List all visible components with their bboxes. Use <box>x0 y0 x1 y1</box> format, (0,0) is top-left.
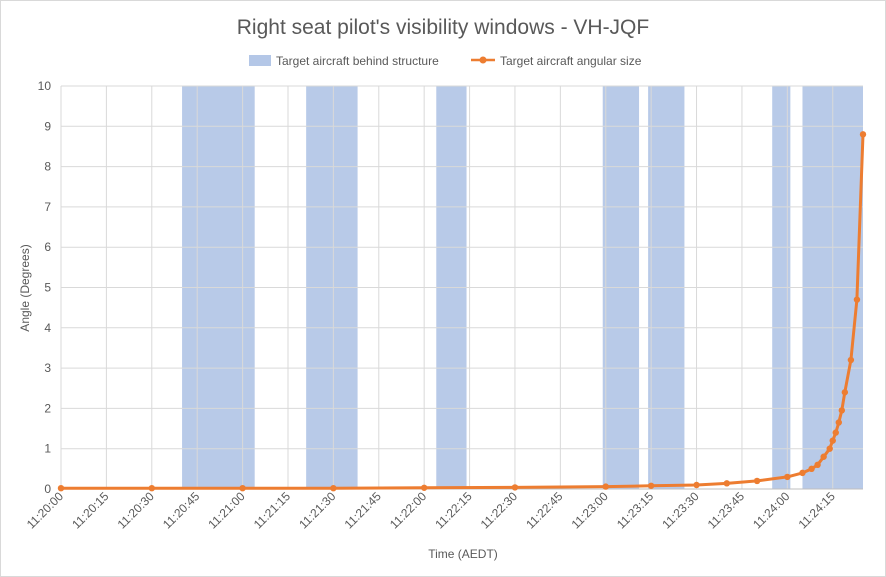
x-tick-label: 11:20:45 <box>160 489 203 532</box>
y-tick-label: 8 <box>44 160 51 174</box>
series-point <box>511 484 519 491</box>
x-tick-label: 11:20:15 <box>69 489 112 532</box>
y-tick-label: 3 <box>44 361 51 375</box>
series-point <box>841 389 849 396</box>
y-tick-label: 1 <box>44 442 51 456</box>
x-tick-label: 11:22:45 <box>523 489 566 532</box>
series-point <box>148 484 155 492</box>
y-tick-label: 4 <box>44 321 51 335</box>
series-point <box>647 482 655 489</box>
y-axis-title: Angle (Degrees) <box>18 244 32 331</box>
x-tick-label: 11:23:00 <box>569 489 612 532</box>
x-tick-label: 11:21:15 <box>251 489 294 532</box>
x-tick-label: 11:21:00 <box>205 489 248 532</box>
y-tick-label: 6 <box>44 240 51 254</box>
legend: Target aircraft behind structure Target … <box>249 54 642 68</box>
x-tick-label: 11:20:30 <box>115 489 158 532</box>
series-point <box>753 477 761 485</box>
x-tick-label: 11:21:45 <box>342 489 385 532</box>
x-axis-title: Time (AEDT) <box>428 547 498 561</box>
series-point <box>835 419 842 426</box>
series-point <box>57 484 65 492</box>
y-tick-label: 9 <box>44 119 51 133</box>
legend-label-bands: Target aircraft behind structure <box>276 54 439 68</box>
y-tick-label: 7 <box>44 200 51 214</box>
series-point <box>602 483 609 490</box>
series-point <box>820 453 827 460</box>
legend-swatch-bands <box>249 55 271 66</box>
series-point <box>838 407 846 414</box>
x-tick-label: 11:24:00 <box>750 489 793 532</box>
series-point <box>847 356 855 364</box>
series-point <box>853 296 861 303</box>
grid-layer <box>60 85 863 490</box>
series-point <box>330 484 337 492</box>
series-point <box>784 473 791 481</box>
legend-swatch-marker <box>479 56 487 64</box>
series-point <box>832 429 839 436</box>
series-point <box>420 484 428 491</box>
series-point <box>693 481 700 489</box>
x-tick-label: 11:22:00 <box>387 489 430 532</box>
x-tick-label: 11:24:15 <box>796 489 839 532</box>
series-point <box>829 437 836 444</box>
chart-title: Right seat pilot's visibility windows - … <box>237 16 649 39</box>
series-point <box>723 480 731 487</box>
y-tick-label: 10 <box>38 79 52 93</box>
x-tick-label: 11:23:45 <box>705 489 748 532</box>
y-tick-label: 0 <box>44 482 51 496</box>
series-point <box>814 461 821 469</box>
series-point <box>239 484 246 492</box>
series-point <box>808 465 815 473</box>
x-tick-label: 11:22:30 <box>478 489 521 532</box>
y-tick-label: 2 <box>44 401 51 415</box>
x-tick-label: 11:21:30 <box>296 489 339 532</box>
x-tick-label: 11:22:15 <box>432 489 475 532</box>
y-tick-label: 5 <box>44 281 51 295</box>
x-tick-label: 11:23:15 <box>614 489 657 532</box>
series-point <box>859 131 867 138</box>
series-point <box>799 469 806 477</box>
legend-label-line: Target aircraft angular size <box>500 54 642 68</box>
x-tick-label: 11:23:30 <box>659 489 702 532</box>
series-point <box>826 445 833 452</box>
series-layer <box>57 131 867 492</box>
